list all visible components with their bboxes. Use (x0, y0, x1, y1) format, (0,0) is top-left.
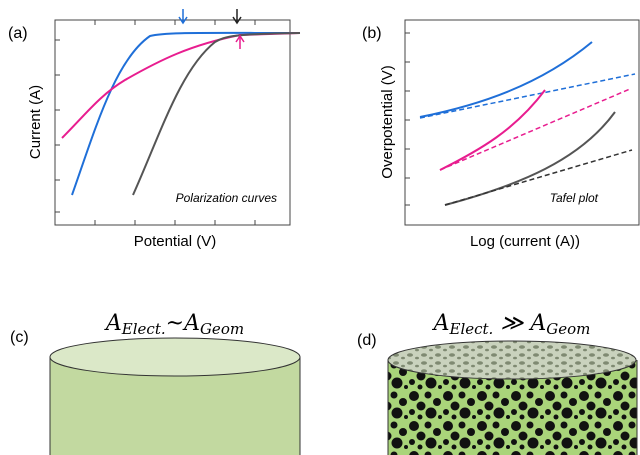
panel-label: (c) (10, 329, 29, 346)
formula: AElect.~AGeom (104, 311, 244, 338)
cylinder-body (49, 357, 301, 455)
y-axis-label: Current (A) (27, 85, 44, 159)
formula-part: A (432, 311, 450, 336)
y-axis-label: Overpotential (V) (379, 65, 396, 178)
annotation: Tafel plot (550, 191, 599, 205)
ticks (405, 32, 410, 206)
formula-subscript: Geom (546, 320, 590, 338)
formula-subscript: Elect. (121, 320, 166, 338)
formula-part: A (182, 311, 200, 336)
formula-operator: ≫ (493, 311, 530, 336)
formula-part: A (528, 311, 546, 336)
x-axis-label: Log (current (A)) (470, 233, 580, 250)
plot-frame (404, 19, 640, 226)
curve (419, 41, 593, 118)
cylinder-body (387, 360, 638, 455)
tafel-fit (444, 149, 633, 206)
annotation: Polarization curves (176, 191, 277, 205)
formula: AElect. ≫ AGeom (432, 311, 591, 338)
formula-subscript: Elect. (449, 320, 494, 338)
tafel-fit (419, 73, 636, 119)
panel-label: (b) (362, 25, 382, 42)
panel-b: (b) Overpotential (V) Log (current (A)) … (362, 19, 640, 250)
curve (439, 89, 546, 171)
panel-a: (a) Current (A) Potential (V) Polarizati… (8, 9, 301, 250)
panel-label: (d) (357, 332, 377, 349)
curve (61, 32, 301, 139)
x-axis-label: Potential (V) (134, 233, 217, 250)
curve (132, 32, 301, 196)
panel-c: (c) AElect.~AGeom (10, 311, 301, 455)
panel-label: (a) (8, 25, 28, 42)
cylinder-top (387, 340, 637, 380)
formula-part: A (104, 311, 122, 336)
cylinder-top (49, 337, 301, 377)
arrows (178, 9, 245, 49)
plot-frame (54, 19, 291, 226)
formula-subscript: Geom (200, 320, 244, 338)
tafel-fit (439, 88, 631, 171)
ticks (55, 20, 256, 225)
curve (71, 31, 301, 196)
panel-d: (d) AElect. ≫ AGeom (357, 311, 638, 455)
formula-operator: ~ (166, 311, 184, 336)
